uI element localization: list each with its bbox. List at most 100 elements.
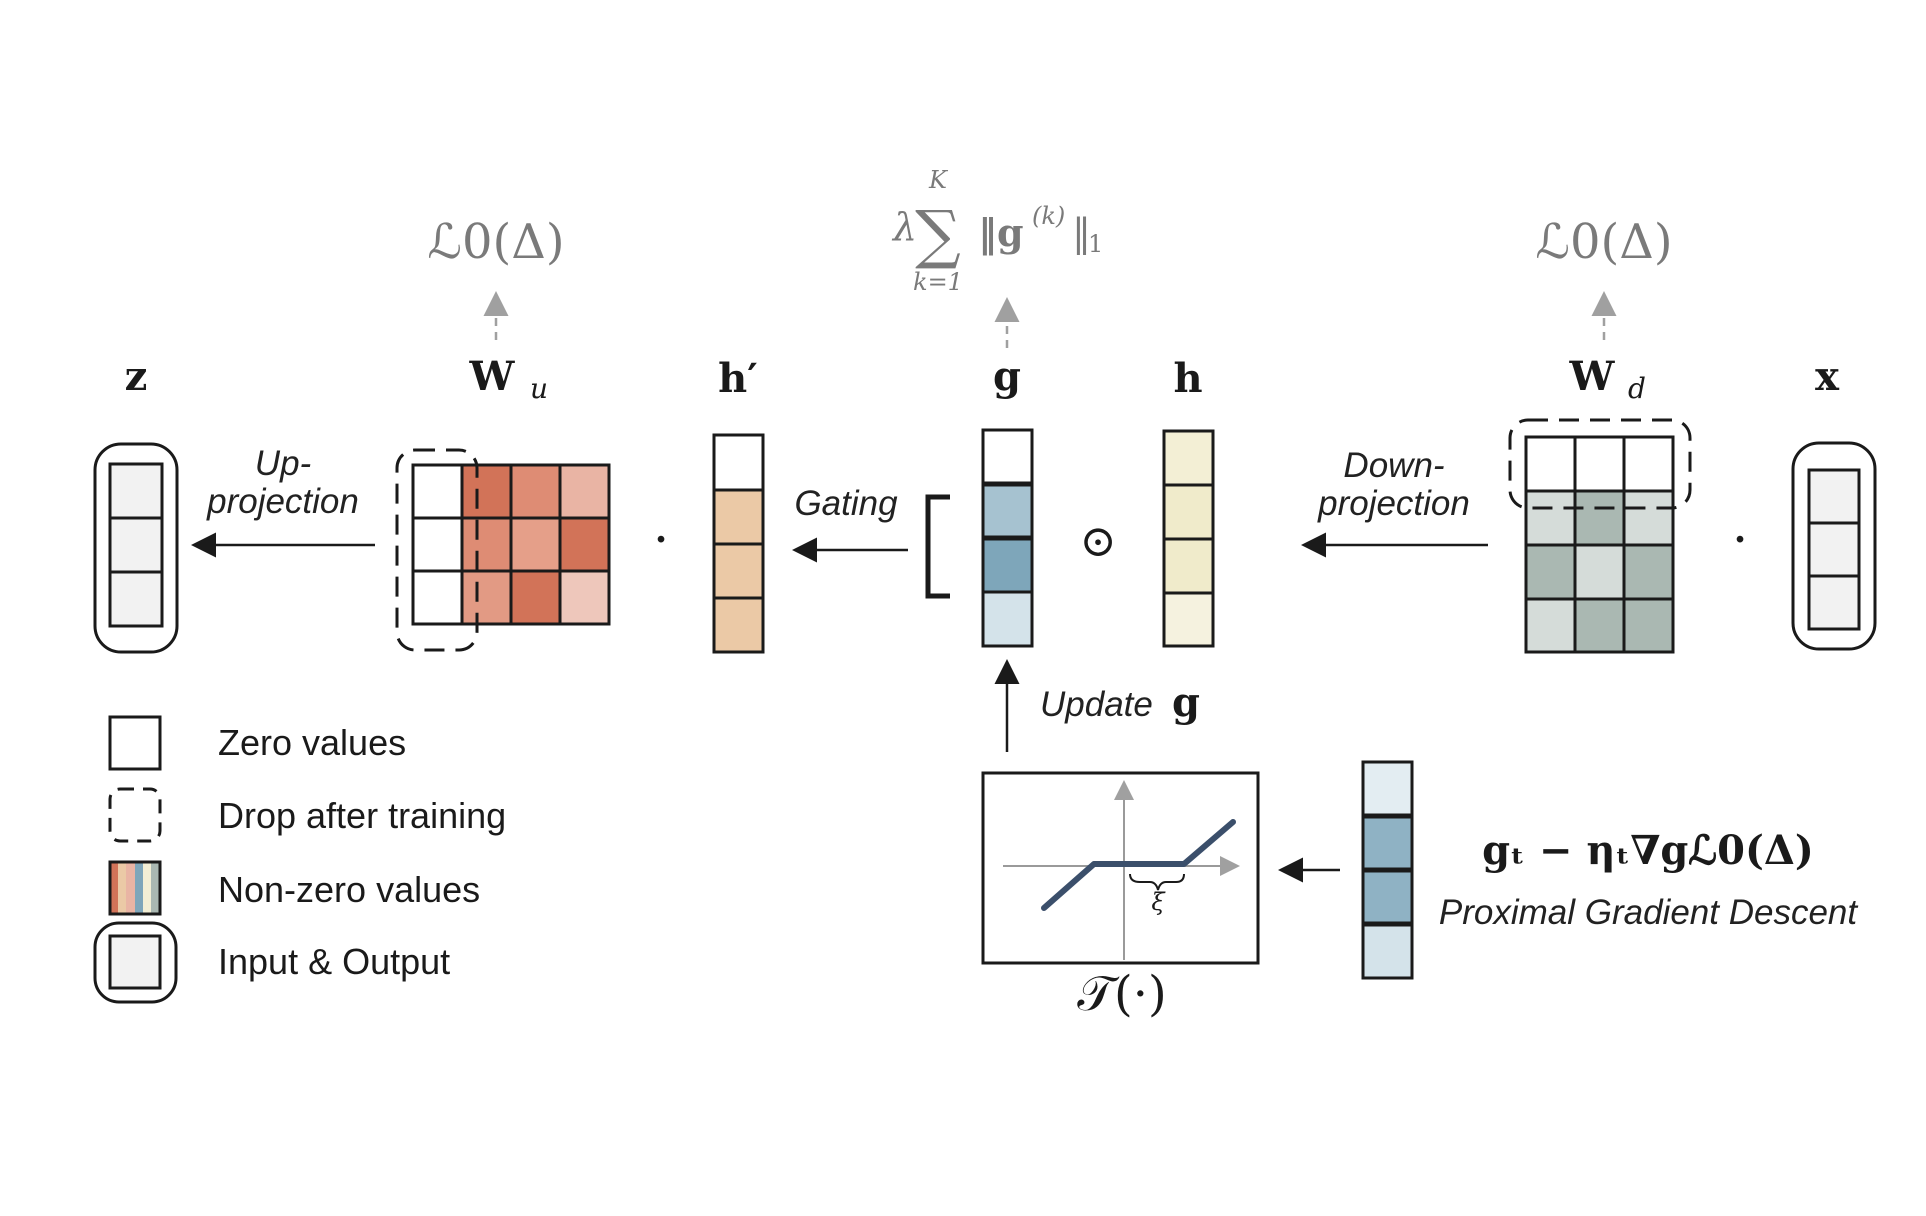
loss-middle: λ ∑ K k=1 ‖g (k) ‖ 1 [891,166,1103,348]
matrix-w-d-cell [1524,435,1577,493]
matrix-w-u-cell [460,516,513,573]
legend-stripe [151,862,160,914]
vector-g-cell [981,428,1034,486]
legend-item-zero: Zero values [108,715,406,771]
odot-operator: ⊙ [1080,516,1117,567]
legend-stripe [143,862,151,914]
matrix-w-u-cell [558,516,611,573]
gating-label: Gating [794,484,898,523]
label-z: z [125,353,148,400]
input-x-cell [1807,521,1861,578]
input-x-cell [1807,574,1861,631]
loss-middle-norm: ‖g [978,210,1024,255]
threshold-curve [1041,819,1236,911]
loss-middle-lower: k=1 [913,268,963,296]
matrix-w-d [1508,418,1692,654]
output-z-cell [108,570,164,628]
threshold-plot: ξ [981,771,1260,965]
update-g: Update g [994,659,1200,752]
loss-middle-upper: K [928,166,949,194]
up-projection-label-2: projection [206,482,359,521]
legend-swatch-io [108,934,162,990]
legend-item-drop: Drop after training [108,787,506,843]
up-projection: Up- projection [191,444,375,558]
xi-brace [1129,873,1185,891]
gating: Gating [792,484,908,563]
matrix-w-d-cell [1622,597,1675,654]
vector-g [981,428,1034,648]
vector-g-cell [981,590,1034,648]
matrix-w-d-cell [1622,489,1675,547]
label-w-u: W u [469,353,549,405]
legend-stripe [118,862,126,914]
dot-operator-right: · [1734,519,1747,561]
legend-label-drop: Drop after training [218,795,506,836]
legend-swatch-drop [108,787,162,843]
label-h: h [1173,355,1202,402]
update-label: Update [1040,685,1153,724]
vector-g-t [1361,760,1414,980]
loss-right: ℒ0(Δ) [1535,214,1673,340]
matrix-w-u-drop-region [395,448,479,652]
matrix-w-d-cell [1524,597,1577,654]
matrix-w-u-cell [411,463,464,520]
loss-middle-norm-end: ‖ [1072,211,1091,255]
legend-item-nonzero: Non-zero values [108,860,480,916]
vector-g-t-cell [1361,922,1414,980]
matrix-w-u-cell [509,463,562,520]
label-w-u-main: W [469,353,516,400]
vector-h-cell [1162,483,1215,541]
legend: Zero values Drop after training Non-zero… [93,715,506,1004]
matrix-w-u-cell [411,516,464,573]
down-projection-label-1: Down- [1343,446,1444,485]
matrix-w-d-cell [1573,597,1626,654]
output-z-cell [108,462,164,520]
label-w-d-main: W [1569,353,1616,400]
down-projection: Down- projection [1301,446,1488,558]
matrix-w-u-cell [558,569,611,626]
matrix-w-d-cell [1573,489,1626,547]
pgd-formula: gₜ − ηₜ∇gℒ0(Δ) [1482,827,1814,874]
loss-middle-sup: (k) [1032,202,1065,230]
output-z [93,442,179,654]
legend-label-nonzero: Non-zero values [218,869,480,910]
vector-g-cell [981,482,1034,540]
vector-h-prime-cell [712,488,765,546]
vector-h-prime-cell [712,433,765,492]
matrix-w-d-cell [1573,543,1626,601]
down-projection-label-2: projection [1317,484,1470,523]
vector-h-cell [1162,537,1215,595]
loss-left-text: ℒ0(Δ) [427,214,564,270]
loss-middle-sub: 1 [1088,230,1103,258]
matrix-w-u-cell [558,463,611,520]
threshold-fn-label: 𝒯(·) [1077,966,1166,1022]
legend-stripe [110,862,118,914]
matrix-w-u [395,448,611,652]
matrix-w-u-cell [460,463,513,520]
update-var: g [1172,679,1200,726]
matrix-w-u-cell [509,569,562,626]
loss-right-text: ℒ0(Δ) [1535,214,1672,270]
vector-h-prime-cell [712,542,765,600]
matrix-w-d-cell [1622,543,1675,601]
matrix-w-u-cell [509,516,562,573]
label-x: x [1815,353,1840,400]
legend-item-io: Input & Output [93,921,450,1004]
vector-h-cell [1162,591,1215,648]
g-bracket [925,494,950,599]
vector-h [1162,429,1215,648]
pgd-caption: Proximal Gradient Descent [1439,893,1858,932]
loss-middle-lambda: λ [891,205,917,249]
vector-h-prime [712,433,765,654]
label-w-u-sub: u [530,372,548,405]
vector-h-cell [1162,429,1215,487]
threshold-plot-frame [981,771,1260,965]
matrix-w-d-cell [1622,435,1675,493]
xi-label: ξ [1151,888,1166,916]
legend-stripe [135,862,143,914]
up-projection-label-1: Up- [255,444,311,483]
dot-operator-left: · [655,519,668,561]
label-g: g [993,353,1021,400]
vector-h-prime-cell [712,596,765,654]
